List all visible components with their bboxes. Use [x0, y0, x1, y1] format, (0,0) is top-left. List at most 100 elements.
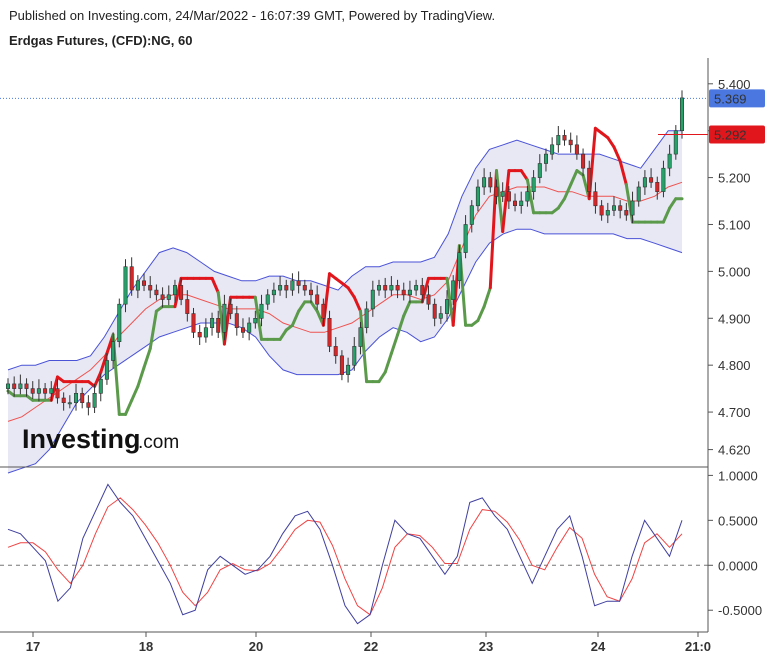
- candle-body: [352, 346, 357, 366]
- candle-body: [475, 186, 480, 207]
- candle-body: [642, 177, 647, 188]
- candle-body: [259, 303, 264, 319]
- candle: [444, 290, 449, 322]
- candle-body: [543, 153, 548, 164]
- candle: [302, 279, 307, 296]
- candle: [543, 148, 548, 172]
- price-tick-label: 5.200: [718, 171, 751, 186]
- candle: [210, 312, 215, 336]
- stop-segment: [396, 314, 406, 337]
- candle: [228, 298, 233, 320]
- candle: [605, 202, 610, 224]
- candle: [370, 280, 375, 317]
- candle: [142, 273, 147, 292]
- investing-logo: Investing .com: [22, 424, 179, 454]
- price-tick-label: 4.620: [718, 443, 751, 458]
- stop-segment: [290, 309, 301, 327]
- candle-body: [556, 135, 561, 146]
- candle-body: [531, 177, 536, 193]
- candle: [611, 196, 616, 217]
- price-tick-label: 5.000: [718, 264, 751, 279]
- candle-body: [86, 402, 91, 408]
- stop-segment: [253, 295, 263, 341]
- stop-segment: [445, 276, 455, 327]
- stop-price-label: 5.292: [709, 125, 765, 144]
- candle: [593, 182, 598, 214]
- stop-segment: [278, 328, 288, 341]
- candle: [160, 287, 165, 308]
- candle: [271, 282, 276, 303]
- candle: [469, 200, 474, 233]
- candle-body: [284, 285, 289, 291]
- candle-body: [395, 285, 400, 291]
- stop-segment: [352, 295, 362, 313]
- stop-segment: [216, 291, 226, 346]
- candle: [599, 200, 604, 221]
- candle: [537, 154, 542, 184]
- candle-body: [148, 285, 153, 291]
- stop-segment: [519, 169, 529, 182]
- candle-body: [129, 266, 134, 291]
- candle-body: [537, 163, 542, 178]
- candle-body: [290, 280, 295, 291]
- candle: [185, 290, 190, 322]
- candle: [624, 202, 629, 221]
- candle-body: [605, 210, 610, 216]
- candle: [420, 277, 425, 303]
- candle-body: [500, 191, 505, 197]
- candle-body: [67, 402, 72, 405]
- candle-body: [358, 327, 363, 347]
- candle: [661, 160, 666, 198]
- candle-body: [6, 383, 11, 389]
- candle: [401, 282, 406, 301]
- candle-body: [315, 294, 320, 305]
- candle-body: [562, 135, 567, 141]
- candle-body: [203, 327, 208, 338]
- candle: [457, 245, 462, 289]
- candle: [315, 285, 320, 310]
- stop-segment: [142, 347, 152, 369]
- stop-segment: [173, 276, 183, 309]
- time-tick-label: 20: [249, 639, 263, 654]
- candle: [253, 310, 258, 329]
- candle-body: [346, 364, 351, 375]
- candle: [80, 387, 85, 409]
- stop-segment: [383, 351, 393, 374]
- stop-segment: [501, 169, 511, 233]
- candle: [673, 125, 678, 160]
- lower-band-line: [7, 228, 683, 474]
- candle: [36, 379, 41, 402]
- candle-body: [253, 317, 258, 324]
- candle-body: [327, 317, 332, 347]
- candle-body: [370, 289, 375, 310]
- candle-body: [630, 200, 635, 216]
- candle-body: [74, 392, 79, 403]
- candle-body: [278, 285, 283, 291]
- candle: [61, 392, 66, 411]
- candle-body: [451, 280, 456, 300]
- candle-body: [185, 299, 190, 314]
- stop-segment: [495, 169, 505, 233]
- candle: [407, 280, 412, 303]
- candle: [74, 383, 79, 411]
- candle: [389, 276, 394, 296]
- candle: [123, 259, 128, 313]
- stop-segment: [124, 398, 134, 416]
- candle: [667, 144, 672, 177]
- candle-body: [160, 294, 165, 300]
- candle-body: [210, 317, 215, 328]
- osc-tick-label: -0.5000: [718, 603, 762, 618]
- candle-body: [667, 153, 672, 169]
- candle: [376, 279, 381, 296]
- candle: [364, 301, 369, 334]
- candle: [581, 148, 586, 177]
- candle-body: [420, 285, 425, 296]
- candle-body: [179, 285, 184, 300]
- stop-segment: [556, 197, 566, 210]
- candle-body: [512, 200, 517, 206]
- candle: [488, 171, 493, 193]
- candle-body: [568, 139, 573, 146]
- candle: [649, 168, 654, 188]
- candle-body: [469, 205, 474, 225]
